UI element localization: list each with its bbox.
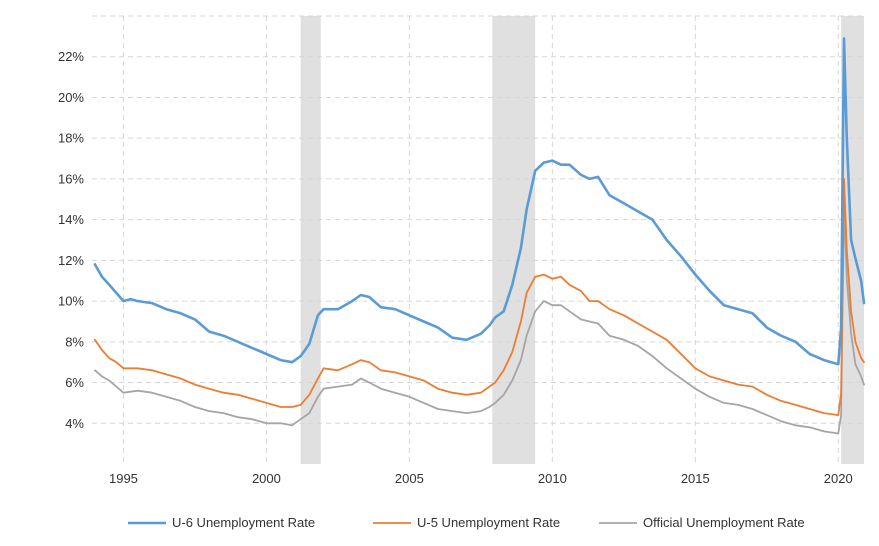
legend-label: U-6 Unemployment Rate xyxy=(172,515,315,530)
recession-band xyxy=(492,16,536,464)
recession-shading-group xyxy=(300,16,864,464)
legend: U-6 Unemployment Rate U-5 Unemployment Ra… xyxy=(128,515,805,530)
y-tick-label: 6% xyxy=(65,375,84,390)
y-tick-label: 20% xyxy=(58,90,84,105)
y-tick-label: 18% xyxy=(58,131,84,146)
legend-label: Official Unemployment Rate xyxy=(643,515,805,530)
x-tick-label: 2000 xyxy=(252,471,281,486)
grid-lines-group xyxy=(92,15,864,464)
x-axis: 1995 2000 2005 2010 2015 2020 xyxy=(109,471,853,486)
y-tick-label: 8% xyxy=(65,334,84,349)
series-line xyxy=(94,177,865,417)
series-line xyxy=(93,37,866,366)
x-tick-label: 2005 xyxy=(395,471,424,486)
y-tick-label: 4% xyxy=(65,416,84,431)
legend-label: U-5 Unemployment Rate xyxy=(417,515,560,530)
x-tick-label: 2020 xyxy=(824,471,853,486)
y-tick-label: 12% xyxy=(58,253,84,268)
recession-band xyxy=(300,16,321,464)
y-tick-label: 22% xyxy=(58,49,84,64)
y-tick-label: 16% xyxy=(58,171,84,186)
y-axis: 4% 6% 8% 10% 12% 14% 16% 18% 20% 22% xyxy=(58,49,84,431)
x-tick-label: 1995 xyxy=(109,471,138,486)
y-tick-label: 10% xyxy=(58,294,84,309)
x-tick-label: 2010 xyxy=(538,471,567,486)
y-tick-label: 14% xyxy=(58,212,84,227)
series-line xyxy=(94,204,865,435)
series-lines-group xyxy=(93,37,866,435)
x-tick-label: 2015 xyxy=(681,471,710,486)
